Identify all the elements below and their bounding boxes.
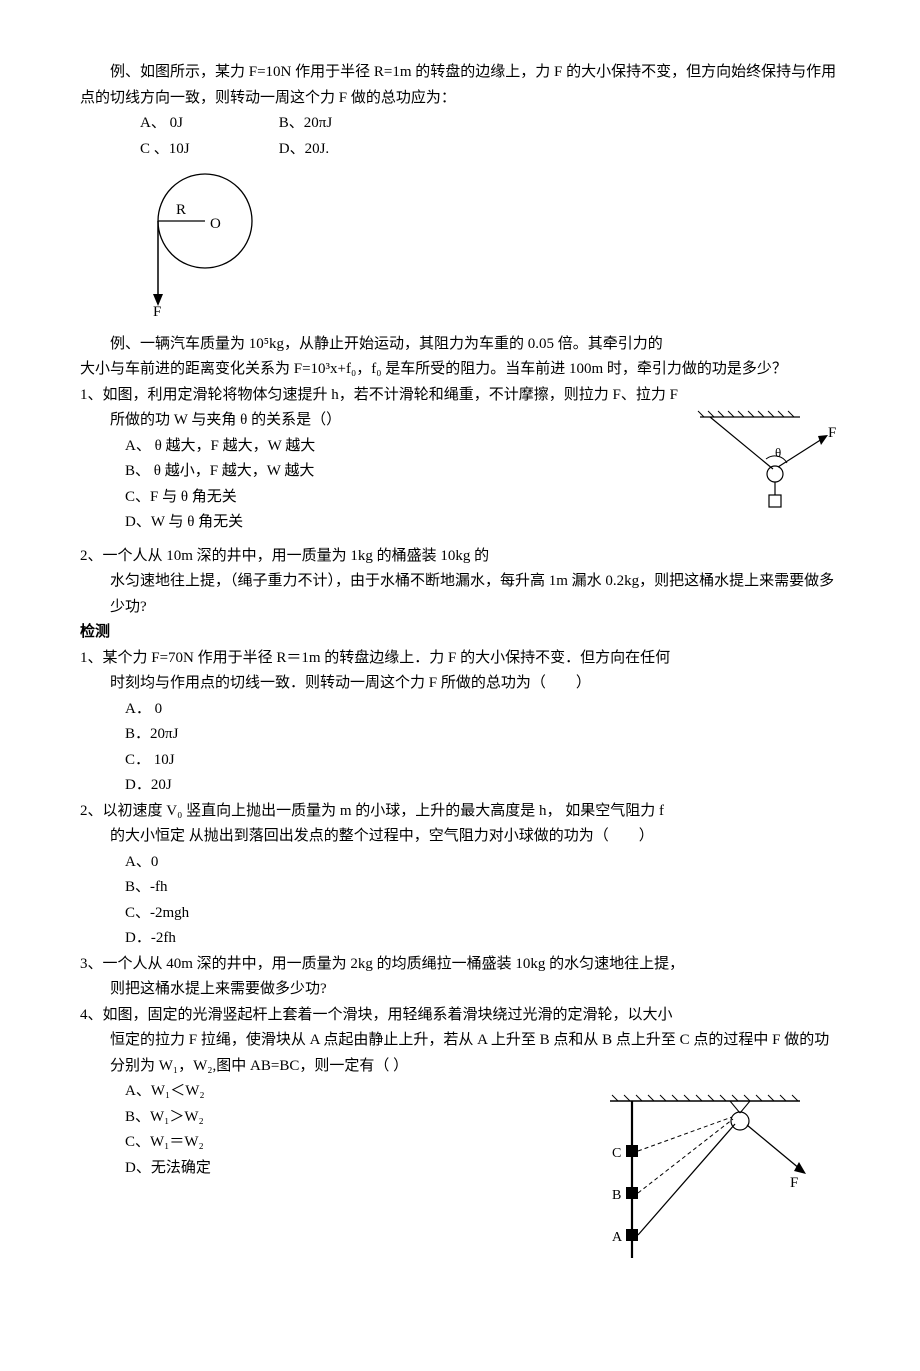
example2-line1: 例、一辆汽车质量为 10⁵kg，从静止开始运动，其阻力为车重的 0.05 倍。其… bbox=[80, 332, 840, 358]
example1-options-row1: A、 0J B、20πJ bbox=[80, 111, 840, 137]
check4-line2: 恒定的拉力 F 拉绳，使滑块从 A 点起由静止上升，若从 A 上升至 B 点和从… bbox=[80, 1028, 840, 1079]
check2-line2: 的大小恒定 从抛出到落回出发点的整个过程中，空气阻力对小球做的功为（ ） bbox=[80, 824, 840, 850]
pulley-theta: θ bbox=[775, 445, 781, 460]
circle-R-label: R bbox=[176, 202, 186, 218]
check3-line1: 3、一个人从 40m 深的井中，用一质量为 2kg 的均质绳拉一桶盛装 10kg… bbox=[80, 952, 840, 978]
c1-opt-a: A． 0 bbox=[80, 697, 840, 723]
check3-line2: 则把这桶水提上来需要做多少功? bbox=[80, 977, 840, 1003]
opt-b: B、20πJ bbox=[279, 111, 332, 137]
question1-wrap: 1、如图，利用定滑轮将物体匀速提升 h，若不计滑轮和绳重，不计摩擦，则拉力 F、… bbox=[80, 383, 840, 544]
lever-B: B bbox=[612, 1188, 621, 1203]
question2-line2: 水匀速地往上提，（绳子重力不计），由于水桶不断地漏水，每升高 1m 漏水 0.2… bbox=[80, 569, 840, 620]
check4-wrap: 4、如图，固定的光滑竖起杆上套着一个滑块，用轻绳系着滑块绕过光滑的定滑轮，以大小… bbox=[80, 1003, 840, 1332]
c2-opt-d: D．-2fh bbox=[80, 926, 840, 952]
c2-opt-b: B、-fh bbox=[80, 875, 840, 901]
check1-line2: 时刻均与作用点的切线一致．则转动一周这个力 F 所做的总功为（ ） bbox=[80, 671, 840, 697]
check2-line1: 2、以初速度 V₀ 竖直向上抛出一质量为 m 的小球，上升的最大高度是 h， 如… bbox=[80, 799, 840, 825]
opt-d: D、20J. bbox=[279, 137, 329, 163]
c2-opt-c: C、-2mgh bbox=[80, 901, 840, 927]
c1-opt-b: B．20πJ bbox=[80, 722, 840, 748]
check4-line1: 4、如图，固定的光滑竖起杆上套着一个滑块，用轻绳系着滑块绕过光滑的定滑轮，以大小 bbox=[80, 1003, 840, 1029]
check-heading: 检测 bbox=[80, 620, 840, 646]
circle-F-label: F bbox=[153, 304, 161, 316]
opt-a: A、 0J bbox=[140, 111, 275, 137]
lever-A: A bbox=[612, 1230, 623, 1245]
example1-text: 例、如图所示，某力 F=10N 作用于半径 R=1m 的转盘的边缘上，力 F 的… bbox=[80, 60, 840, 111]
lever-F: F bbox=[790, 1175, 798, 1191]
example1-options-row2: C 、10J D、20J. bbox=[80, 137, 840, 163]
c2-opt-a: A、0 bbox=[80, 850, 840, 876]
circle-diagram: R O F bbox=[140, 166, 840, 326]
check1-line1: 1、某个力 F=70N 作用于半径 R＝1m 的转盘边缘上．力 F 的大小保持不… bbox=[80, 646, 840, 672]
lever-C: C bbox=[612, 1146, 621, 1161]
question1-line1: 1、如图，利用定滑轮将物体匀速提升 h，若不计滑轮和绳重，不计摩擦，则拉力 F、… bbox=[80, 383, 840, 409]
example2-line2: 大小与车前进的距离变化关系为 F=10³x+f₀，f₀ 是车所受的阻力。当车前进… bbox=[80, 357, 840, 383]
lever-diagram: C B A F bbox=[590, 1083, 820, 1273]
opt-c: C 、10J bbox=[140, 137, 275, 163]
c1-opt-d: D．20J bbox=[80, 773, 840, 799]
c1-opt-c: C． 10J bbox=[80, 748, 840, 774]
circle-O-label: O bbox=[210, 216, 221, 232]
question2-line1: 2、一个人从 10m 深的井中，用一质量为 1kg 的桶盛装 10kg 的 bbox=[80, 544, 840, 570]
pulley-F: F bbox=[828, 425, 836, 441]
pulley-diagram: θ F bbox=[690, 407, 840, 527]
